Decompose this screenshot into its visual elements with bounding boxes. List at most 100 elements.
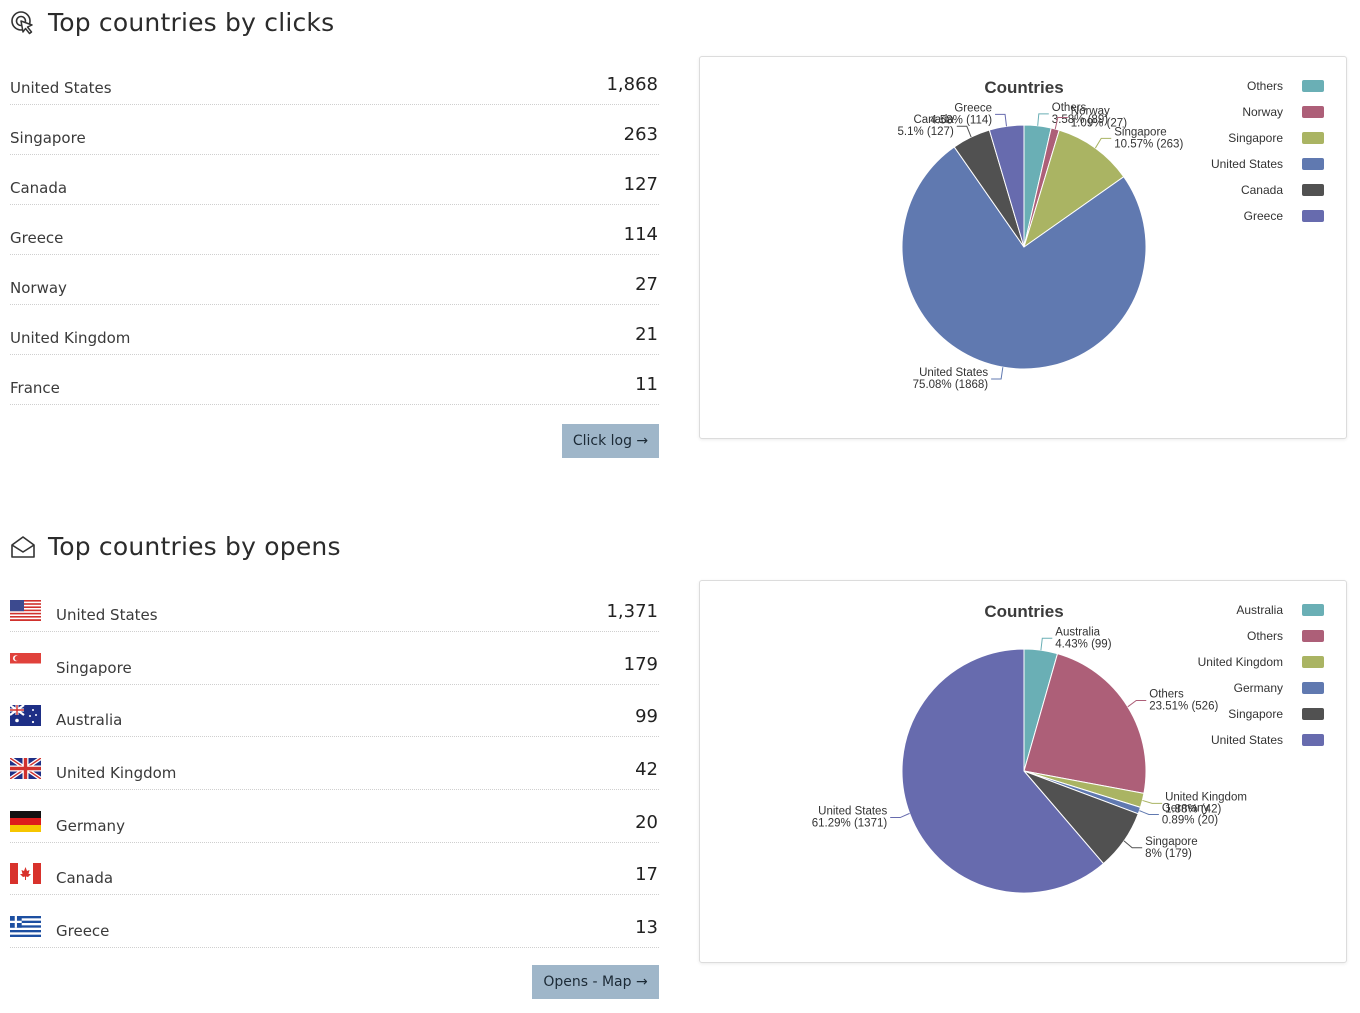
section-title-text: Top countries by opens [48,532,341,561]
country-name: Greece [56,922,110,940]
opens-map-button[interactable]: Opens - Map → [532,965,659,999]
pie-slice-singapore[interactable] [1023,129,1125,249]
country-name: Australia [56,711,123,729]
opens-country-list: United States 1,371 Singapore 179 Austra… [10,579,659,948]
clicks-country-list: United States 1,868 Singapore 263 Canada 12… [10,56,659,405]
de-flag-icon [10,811,41,832]
legend-swatch[interactable] [1302,734,1324,746]
slice-label-name: Others [1052,102,1087,114]
legend-swatch[interactable] [1302,158,1324,170]
cursor-click-icon [10,10,36,36]
country-name: Canada [10,179,68,197]
country-name: Singapore [56,659,132,677]
legend-label: Germany [1234,681,1283,695]
legend-label: Singapore [1228,131,1283,145]
legend-label: Others [1247,79,1283,93]
country-name: United Kingdom [10,329,131,347]
slice-label-value: 3.58% (89) [1052,114,1108,126]
country-name: United Kingdom [56,764,177,782]
label-connector [1054,116,1068,130]
click-count: 11 [635,374,658,395]
click-log-button[interactable]: Click log → [562,424,659,458]
slice-label-value: 0.89% (20) [1162,815,1218,827]
legend-label: United Kingdom [1198,655,1283,669]
sg-flag-icon [10,653,41,674]
legend-swatch[interactable] [1302,604,1324,616]
legend-swatch[interactable] [1302,80,1324,92]
legend-swatch[interactable] [1302,106,1324,118]
slice-label-name: Others [1149,689,1184,701]
list-item: United Kingdom 42 [10,737,659,790]
slice-label-value: 75.08% (1868) [913,379,989,391]
click-count: 114 [623,224,658,245]
us-flag-icon [10,600,41,621]
slice-label-name: Germany [1162,803,1210,815]
country-name: Norway [10,279,67,297]
legend-swatch[interactable] [1302,708,1324,720]
list-item: United States 1,371 [10,579,659,632]
label-connector [991,367,1004,380]
legend-label: Norway [1242,105,1283,119]
section-title-text: Top countries by clicks [48,8,335,37]
open-count: 17 [635,864,658,885]
slice-label-name: Singapore [1114,126,1166,138]
slice-label-value: 1.88% (42) [1165,803,1221,815]
legend-label: Others [1247,629,1283,643]
au-flag-icon [10,705,41,726]
list-item: Australia 99 [10,685,659,737]
country-name: United States [56,606,158,624]
slice-label-name: Singapore [1145,836,1197,848]
legend-label: United States [1211,157,1283,171]
legend-swatch[interactable] [1302,184,1324,196]
list-item: United States 1,868 [10,56,659,105]
legend-swatch[interactable] [1302,630,1324,642]
list-item: Canada 17 [10,843,659,895]
list-item: Norway 27 [10,255,659,305]
list-item: Singapore 263 [10,105,659,155]
legend-swatch[interactable] [1302,210,1324,222]
pie-slice-united-states[interactable] [901,146,1147,370]
chart-title: Countries [984,602,1063,621]
gr-flag-icon [10,916,41,937]
legend-label: Australia [1236,603,1283,617]
list-item: Greece 13 [10,895,659,948]
pie-slice-united-states[interactable] [901,648,1105,894]
open-count: 13 [635,917,658,938]
opens-chart-panel: Countries Australia 4.43% (99) Others 23.51%… [699,580,1347,963]
legend-swatch[interactable] [1302,656,1324,668]
list-item: Canada 127 [10,155,659,205]
slice-label-value: 4.43% (99) [1055,638,1111,650]
chart-title: Countries [984,78,1063,97]
label-connector [890,812,910,819]
click-count: 27 [635,274,658,295]
label-connector [1142,799,1163,804]
list-item: Greece 114 [10,205,659,255]
legend-swatch[interactable] [1302,682,1324,694]
legend-label: Canada [1241,183,1283,197]
country-name: France [10,379,60,397]
country-name: Greece [10,229,64,247]
open-count: 42 [635,759,658,780]
clicks-section-title: Top countries by clicks [10,8,334,37]
open-count: 1,371 [606,601,658,622]
gb-flag-icon [10,758,41,779]
slice-label-name: United Kingdom [1165,791,1247,803]
slice-label-name: United States [919,367,988,379]
slice-label-value: 1.09% (27) [1071,117,1127,129]
open-count: 99 [635,706,658,727]
click-count: 1,868 [606,74,658,95]
label-connector [956,125,972,138]
country-name: Singapore [10,129,86,147]
legend-label: United States [1211,733,1283,747]
slice-label-value: 4.58% (114) [930,114,992,126]
slice-label-value: 23.51% (526) [1149,701,1218,713]
slice-label-name: Australia [1055,626,1100,638]
slice-label-value: 8% (179) [1145,848,1192,860]
list-item: Singapore 179 [10,632,659,685]
pie-slice-greece[interactable] [988,124,1025,248]
slice-label-name: Canada [913,114,954,126]
legend-swatch[interactable] [1302,132,1324,144]
clicks-chart-panel: Countries Others 3.58% (89) Norway 1.09% (27… [699,56,1347,439]
